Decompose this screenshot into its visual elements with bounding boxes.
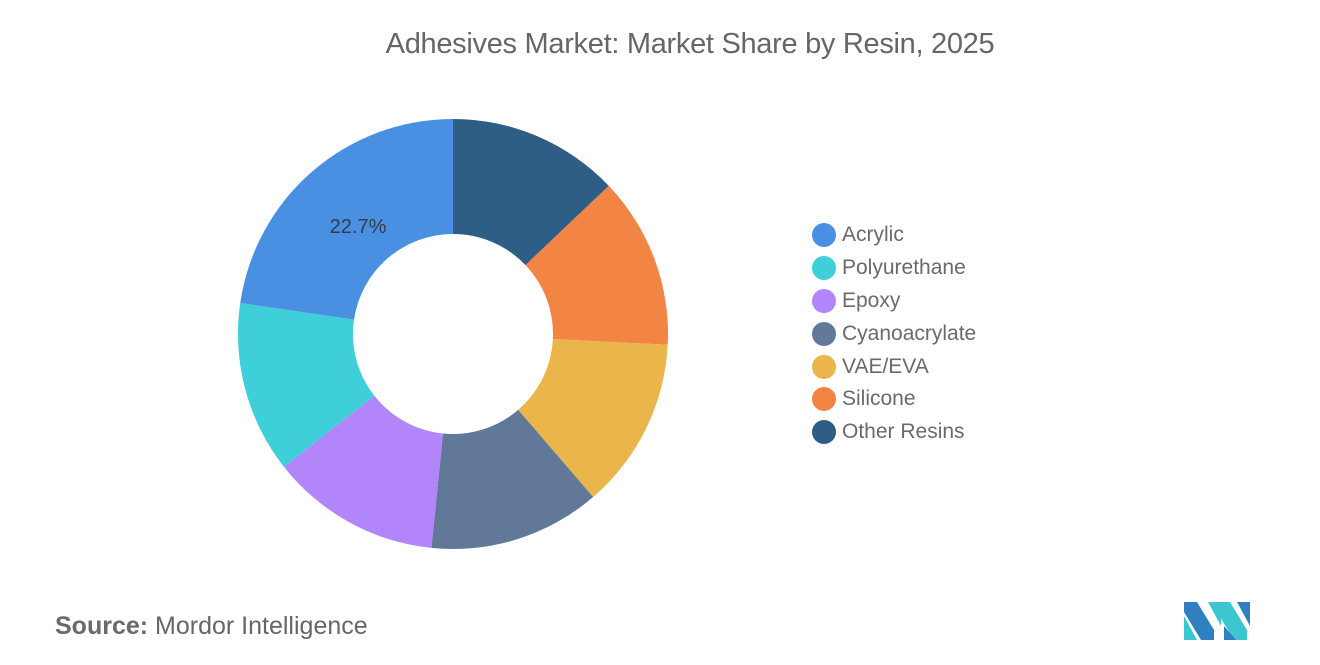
legend-label: Other Resins — [842, 420, 965, 444]
source-note: Source: Mordor Intelligence — [55, 612, 368, 641]
legend-swatch-icon — [812, 288, 836, 313]
legend-item-silicone[interactable]: Silicone — [812, 383, 976, 416]
legend-label: VAE/EVA — [842, 354, 929, 378]
slice-silicone[interactable] — [525, 185, 668, 345]
chart-title: Adhesives Market: Market Share by Resin,… — [385, 28, 995, 60]
slice-vae-eva[interactable] — [518, 339, 668, 498]
slice-acrylic[interactable] — [240, 119, 453, 320]
slice-polyurethane[interactable] — [238, 303, 375, 467]
legend-swatch-icon — [812, 420, 836, 445]
donut-slices — [238, 119, 668, 549]
source-label: Source: — [55, 612, 149, 640]
legend-item-vae-eva[interactable]: VAE/EVA — [812, 350, 976, 383]
slice-other-resins[interactable] — [453, 119, 609, 266]
legend-label: Epoxy — [842, 288, 901, 312]
mordor-intelligence-logo-icon — [1184, 602, 1250, 640]
legend-item-epoxy[interactable]: Epoxy — [812, 285, 976, 318]
legend-swatch-icon — [812, 256, 836, 281]
slice-epoxy[interactable] — [283, 395, 443, 548]
legend-label: Acrylic — [842, 223, 904, 247]
legend-swatch-icon — [812, 223, 836, 248]
chart-legend: Acrylic Polyurethane Epoxy Cyanoacrylate VAE… — [812, 219, 976, 449]
legend-item-acrylic[interactable]: Acrylic — [812, 219, 976, 252]
legend-item-other-resins[interactable]: Other Resins — [812, 416, 976, 449]
legend-label: Silicone — [842, 387, 916, 411]
legend-label: Cyanoacrylate — [842, 321, 977, 345]
legend-swatch-icon — [812, 354, 836, 379]
legend-item-cyanoacrylate[interactable]: Cyanoacrylate — [812, 317, 976, 350]
legend-label: Polyurethane — [842, 256, 966, 280]
slice-cyanoacrylate[interactable] — [431, 409, 594, 549]
slice-data-label: 22.7% — [330, 216, 387, 238]
legend-swatch-icon — [812, 387, 836, 412]
source-value: Mordor Intelligence — [155, 612, 368, 640]
legend-swatch-icon — [812, 321, 836, 346]
legend-item-polyurethane[interactable]: Polyurethane — [812, 252, 976, 285]
